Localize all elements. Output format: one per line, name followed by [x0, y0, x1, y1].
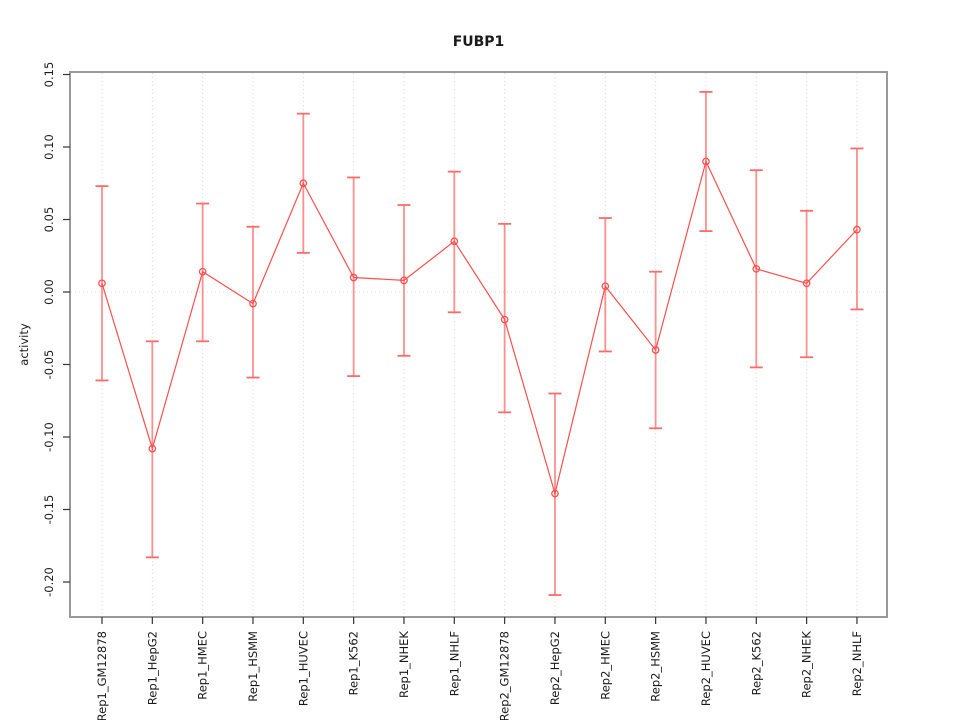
- data-point-marker: [551, 489, 559, 498]
- y-tick-label: 0.00: [42, 279, 56, 305]
- x-tick-label: Rep2_NHLF: [850, 631, 864, 696]
- data-point-marker: [802, 279, 811, 288]
- data-point-marker: [450, 237, 459, 246]
- error-bar: [850, 147, 864, 311]
- y-tick-label: 0.10: [42, 134, 56, 160]
- series-line: [101, 159, 858, 496]
- x-tick-label: Rep1_HSMM: [246, 631, 260, 702]
- x-tick-label: Rep2_HepG2: [548, 631, 562, 705]
- x-tick-label: Rep2_GM12878: [498, 631, 512, 720]
- y-axis-label: activity: [17, 323, 31, 366]
- error-bar: [498, 222, 512, 414]
- data-points: [98, 157, 861, 498]
- x-tick-label: Rep1_K562: [347, 631, 361, 695]
- x-tick-label: Rep2_HMEC: [598, 631, 612, 700]
- x-tick-label: Rep2_HUVEC: [699, 631, 713, 706]
- y-tick-label: 0.15: [42, 62, 56, 88]
- plot-box: [69, 71, 888, 618]
- data-point-marker: [752, 264, 761, 273]
- data-point-marker: [98, 279, 106, 288]
- x-tick-label: Rep1_NHLF: [447, 631, 461, 696]
- y-tick-label: -0.10: [42, 422, 56, 452]
- y-tick-label: -0.20: [42, 567, 56, 597]
- x-tick-label: Rep1_HMEC: [196, 631, 210, 700]
- x-tick-label: Rep2_K562: [749, 631, 763, 695]
- y-axis: 0.15 0.10 0.05 0.00 -0.05 -0.10 -0.15 -0.20: [42, 62, 70, 597]
- data-point-marker: [148, 444, 157, 453]
- x-tick-label: Rep2_HSMM: [649, 631, 663, 702]
- x-tick-label: Rep1_GM12878: [95, 631, 109, 720]
- x-tick-label: Rep1_HUVEC: [296, 631, 310, 706]
- y-tick-label: -0.15: [42, 495, 56, 525]
- y-tick-label: 0.05: [42, 207, 56, 233]
- data-point-marker: [299, 179, 308, 188]
- data-point-marker: [702, 157, 710, 166]
- x-tick-label: Rep1_HepG2: [145, 631, 159, 705]
- x-tick-label: Rep2_NHEK: [800, 631, 814, 698]
- data-point-marker: [601, 282, 610, 291]
- error-bar: [800, 209, 814, 359]
- data-point-marker: [400, 276, 408, 285]
- data-point-marker: [349, 273, 358, 282]
- data-point-marker: [198, 267, 207, 276]
- x-axis: Rep1_GM12878 Rep1_HepG2 Rep1_HMEC Rep1_HSMM…: [95, 617, 864, 720]
- y-tick-label: -0.05: [42, 350, 56, 380]
- data-point-marker: [651, 346, 660, 354]
- chart-title: FUBP1: [453, 34, 505, 50]
- data-point-marker: [249, 299, 257, 308]
- data-point-marker: [500, 315, 509, 324]
- error-bar: [598, 217, 612, 353]
- data-point-marker: [853, 225, 861, 234]
- x-tick-label: Rep1_NHEK: [397, 631, 411, 698]
